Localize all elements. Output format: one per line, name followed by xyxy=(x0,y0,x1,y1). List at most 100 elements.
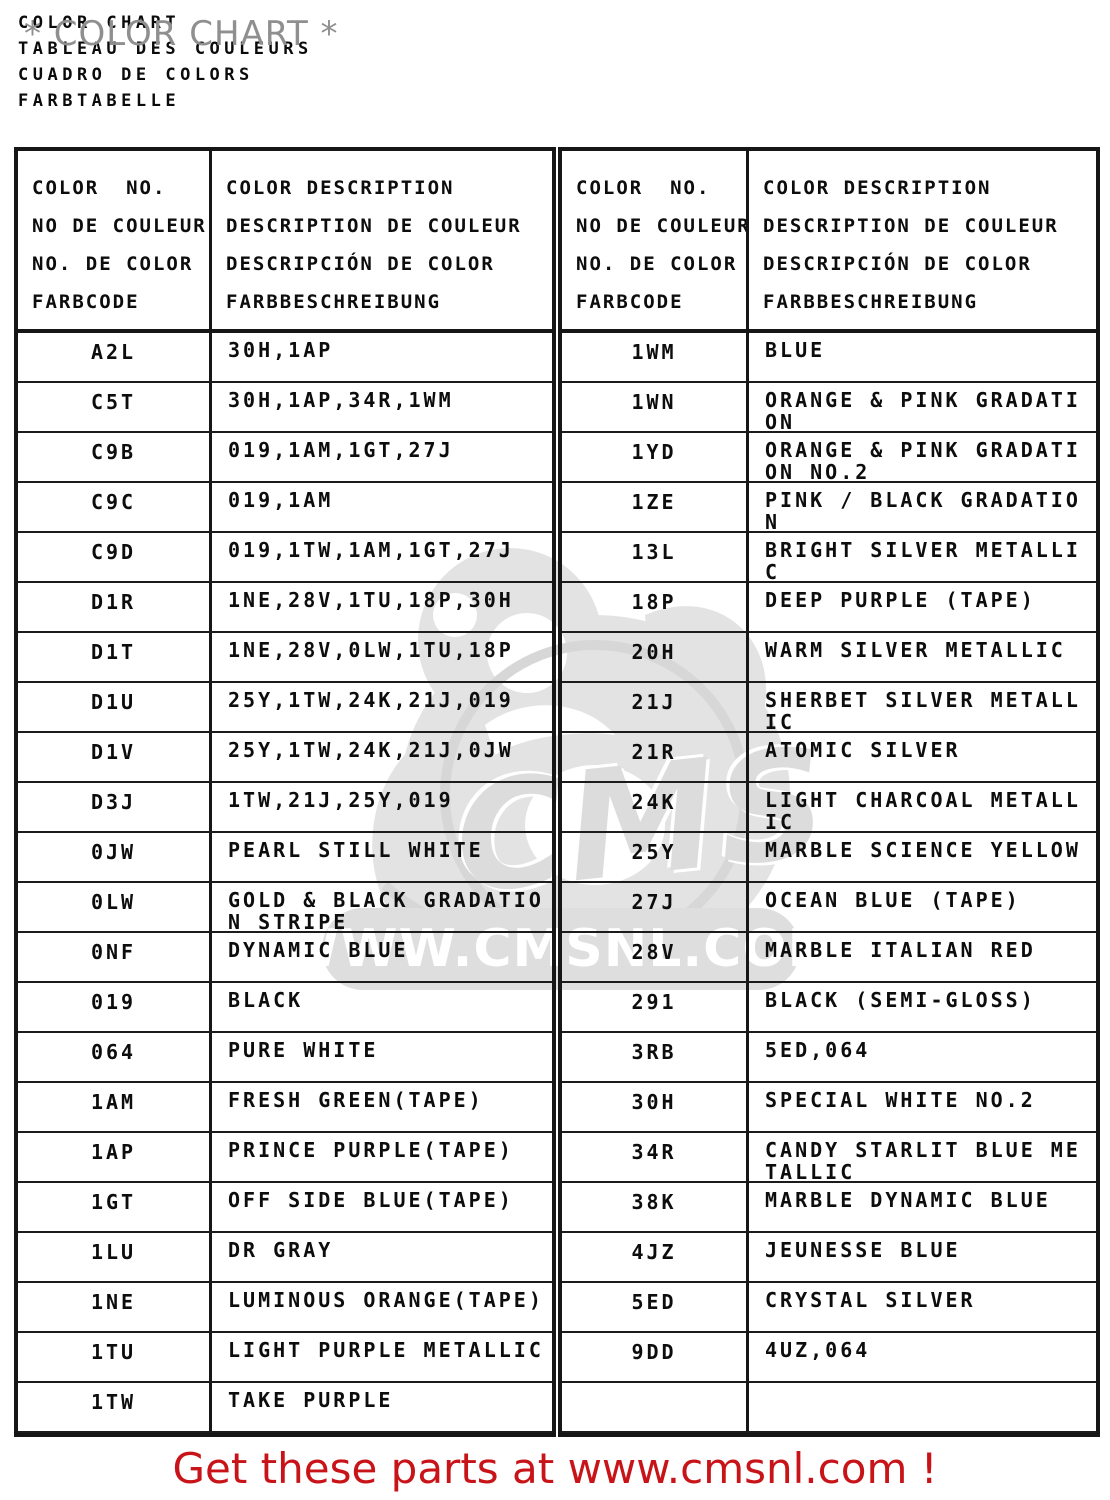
color-description-cell: MARBLE SCIENCE YELLOW xyxy=(765,838,1081,862)
table-row: 1NE LUMINOUS ORANGE(TAPE) xyxy=(18,1283,552,1333)
table-row: 9DD 4UZ,064 xyxy=(562,1333,1096,1383)
table-row: D1R 1NE,28V,1TU,18P,30H xyxy=(18,583,552,633)
header-line: NO DE COULEUR xyxy=(32,215,207,237)
header-line: NO. DE COLOR xyxy=(576,253,738,275)
header-color-description: COLOR DESCRIPTION DESCRIPTION DE COULEUR… xyxy=(212,151,552,329)
table-row: 21J SHERBET SILVER METALLIC xyxy=(562,683,1096,733)
table-row: 30H SPECIAL WHITE NO.2 xyxy=(562,1083,1096,1133)
header-color-no: COLOR NO. NO DE COULEUR NO. DE COLOR FAR… xyxy=(562,151,749,329)
color-code-cell: 1YD xyxy=(562,433,749,481)
header-line: COLOR DESCRIPTION xyxy=(226,177,455,199)
header-line: FARBBESCHREIBUNG xyxy=(763,291,979,313)
table-row: 27J OCEAN BLUE (TAPE) xyxy=(562,883,1096,933)
color-description-cell: ATOMIC SILVER xyxy=(765,738,961,762)
color-chart-table-left: COLOR NO. NO DE COULEUR NO. DE COLOR FAR… xyxy=(14,147,556,1437)
color-description-cell: 019,1TW,1AM,1GT,27J xyxy=(228,538,514,562)
header-line: NO DE COULEUR xyxy=(576,215,749,237)
table-row: D1T 1NE,28V,0LW,1TU,18P xyxy=(18,633,552,683)
color-description-cell: DR GRAY xyxy=(228,1238,334,1262)
color-code-cell: D1T xyxy=(18,633,212,681)
table-row: 21R ATOMIC SILVER xyxy=(562,733,1096,783)
color-code-cell: D1U xyxy=(18,683,212,731)
color-description-cell: BLACK xyxy=(228,988,304,1012)
color-description-cell: 30H,1AP xyxy=(228,338,334,362)
color-code-cell: C9D xyxy=(18,533,212,581)
color-description-cell: SHERBET SILVER METALLIC xyxy=(765,688,1081,734)
color-code-cell: 0JW xyxy=(18,833,212,881)
color-chart-table-right: COLOR NO. NO DE COULEUR NO. DE COLOR FAR… xyxy=(558,147,1100,1437)
table-row: 064 PURE WHITE xyxy=(18,1033,552,1083)
color-code-cell: 1TU xyxy=(18,1333,212,1381)
header-line: COLOR NO. xyxy=(32,177,167,199)
color-code-cell: 291 xyxy=(562,983,749,1031)
color-code-cell: D3J xyxy=(18,783,212,831)
table-row: 1YD ORANGE & PINK GRADATION NO.2 xyxy=(562,433,1096,483)
page-title-french: TABLEAU DES COULEURS xyxy=(18,39,313,59)
header-line: COLOR NO. xyxy=(576,177,711,199)
color-code-cell: 34R xyxy=(562,1133,749,1181)
color-code-cell: 3RB xyxy=(562,1033,749,1081)
color-description-cell: TAKE PURPLE xyxy=(228,1388,394,1412)
color-description-cell: PRINCE PURPLE(TAPE) xyxy=(228,1138,514,1162)
table-row: C9B 019,1AM,1GT,27J xyxy=(18,433,552,483)
color-code-cell: C9C xyxy=(18,483,212,531)
table-body-left: A2L 30H,1AP C5T 30H,1AP,34R,1WM C9B 019,… xyxy=(18,333,552,1433)
color-code-cell: 38K xyxy=(562,1183,749,1231)
color-code-cell: 1AM xyxy=(18,1083,212,1131)
color-description-cell: LUMINOUS ORANGE(TAPE) xyxy=(228,1288,544,1312)
color-code-cell: A2L xyxy=(18,333,212,381)
color-description-cell: BRIGHT SILVER METALLIC xyxy=(765,538,1081,584)
color-description-cell: 1TW,21J,25Y,019 xyxy=(228,788,454,812)
table-row: C9C 019,1AM xyxy=(18,483,552,533)
color-description-cell: 30H,1AP,34R,1WM xyxy=(228,388,454,412)
color-description-cell: CANDY STARLIT BLUE METALLIC xyxy=(765,1138,1081,1184)
color-code-cell: 9DD xyxy=(562,1333,749,1381)
header-line: FARBBESCHREIBUNG xyxy=(226,291,442,313)
color-description-cell: 019,1AM,1GT,27J xyxy=(228,438,454,462)
color-code-cell: 1AP xyxy=(18,1133,212,1181)
page-title-german: FARBTABELLE xyxy=(18,91,181,111)
table-row: 1LU DR GRAY xyxy=(18,1233,552,1283)
color-description-cell: CRYSTAL SILVER xyxy=(765,1288,976,1312)
color-description-cell: BLACK (SEMI-GLOSS) xyxy=(765,988,1036,1012)
color-code-cell: D1R xyxy=(18,583,212,631)
color-code-cell: 064 xyxy=(18,1033,212,1081)
color-description-cell: LIGHT PURPLE METALLIC xyxy=(228,1338,544,1362)
color-description-cell: 019,1AM xyxy=(228,488,334,512)
table-row: 1WN ORANGE & PINK GRADATION xyxy=(562,383,1096,433)
header-line: FARBCODE xyxy=(32,291,140,313)
color-description-cell: BLUE xyxy=(765,338,826,362)
color-description-cell: DEEP PURPLE (TAPE) xyxy=(765,588,1036,612)
header-line: DESCRIPTION DE COULEUR xyxy=(226,215,522,237)
color-code-cell: 5ED xyxy=(562,1283,749,1331)
color-code-cell: 4JZ xyxy=(562,1233,749,1281)
color-description-cell: LIGHT CHARCOAL METALLIC xyxy=(765,788,1081,834)
color-description-cell: OCEAN BLUE (TAPE) xyxy=(765,888,1021,912)
table-row: 3RB 5ED,064 xyxy=(562,1033,1096,1083)
table-header-row: COLOR NO. NO DE COULEUR NO. DE COLOR FAR… xyxy=(562,151,1096,333)
color-description-cell: 25Y,1TW,24K,21J,019 xyxy=(228,688,514,712)
header-line: DESCRIPCIÓN DE COLOR xyxy=(763,253,1032,275)
header-line: DESCRIPTION DE COULEUR xyxy=(763,215,1059,237)
color-code-cell: 1ZE xyxy=(562,483,749,531)
title-block: COLOR CHART TABLEAU DES COULEURS CUADRO … xyxy=(18,10,313,114)
color-description-cell: WARM SILVER METALLIC xyxy=(765,638,1066,662)
table-row: A2L 30H,1AP xyxy=(18,333,552,383)
table-row: 34R CANDY STARLIT BLUE METALLIC xyxy=(562,1133,1096,1183)
table-row: 0NF DYNAMIC BLUE xyxy=(18,933,552,983)
color-code-cell: 1NE xyxy=(18,1283,212,1331)
color-description-cell: PEARL STILL WHITE xyxy=(228,838,484,862)
color-description-cell: PINK / BLACK GRADATION xyxy=(765,488,1081,534)
color-code-cell: 1TW xyxy=(18,1383,212,1431)
color-description-cell: SPECIAL WHITE NO.2 xyxy=(765,1088,1036,1112)
footer-promo-text: Get these parts at www.cmsnl.com ! xyxy=(172,1444,938,1493)
table-row: 20H WARM SILVER METALLIC xyxy=(562,633,1096,683)
header-line: NO. DE COLOR xyxy=(32,253,194,275)
color-description-cell: MARBLE ITALIAN RED xyxy=(765,938,1036,962)
table-row: 1AP PRINCE PURPLE(TAPE) xyxy=(18,1133,552,1183)
table-row: 1ZE PINK / BLACK GRADATION xyxy=(562,483,1096,533)
table-row: 24K LIGHT CHARCOAL METALLIC xyxy=(562,783,1096,833)
color-code-cell: 30H xyxy=(562,1083,749,1131)
table-row: 1TW TAKE PURPLE xyxy=(18,1383,552,1433)
table-row: 019 BLACK xyxy=(18,983,552,1033)
